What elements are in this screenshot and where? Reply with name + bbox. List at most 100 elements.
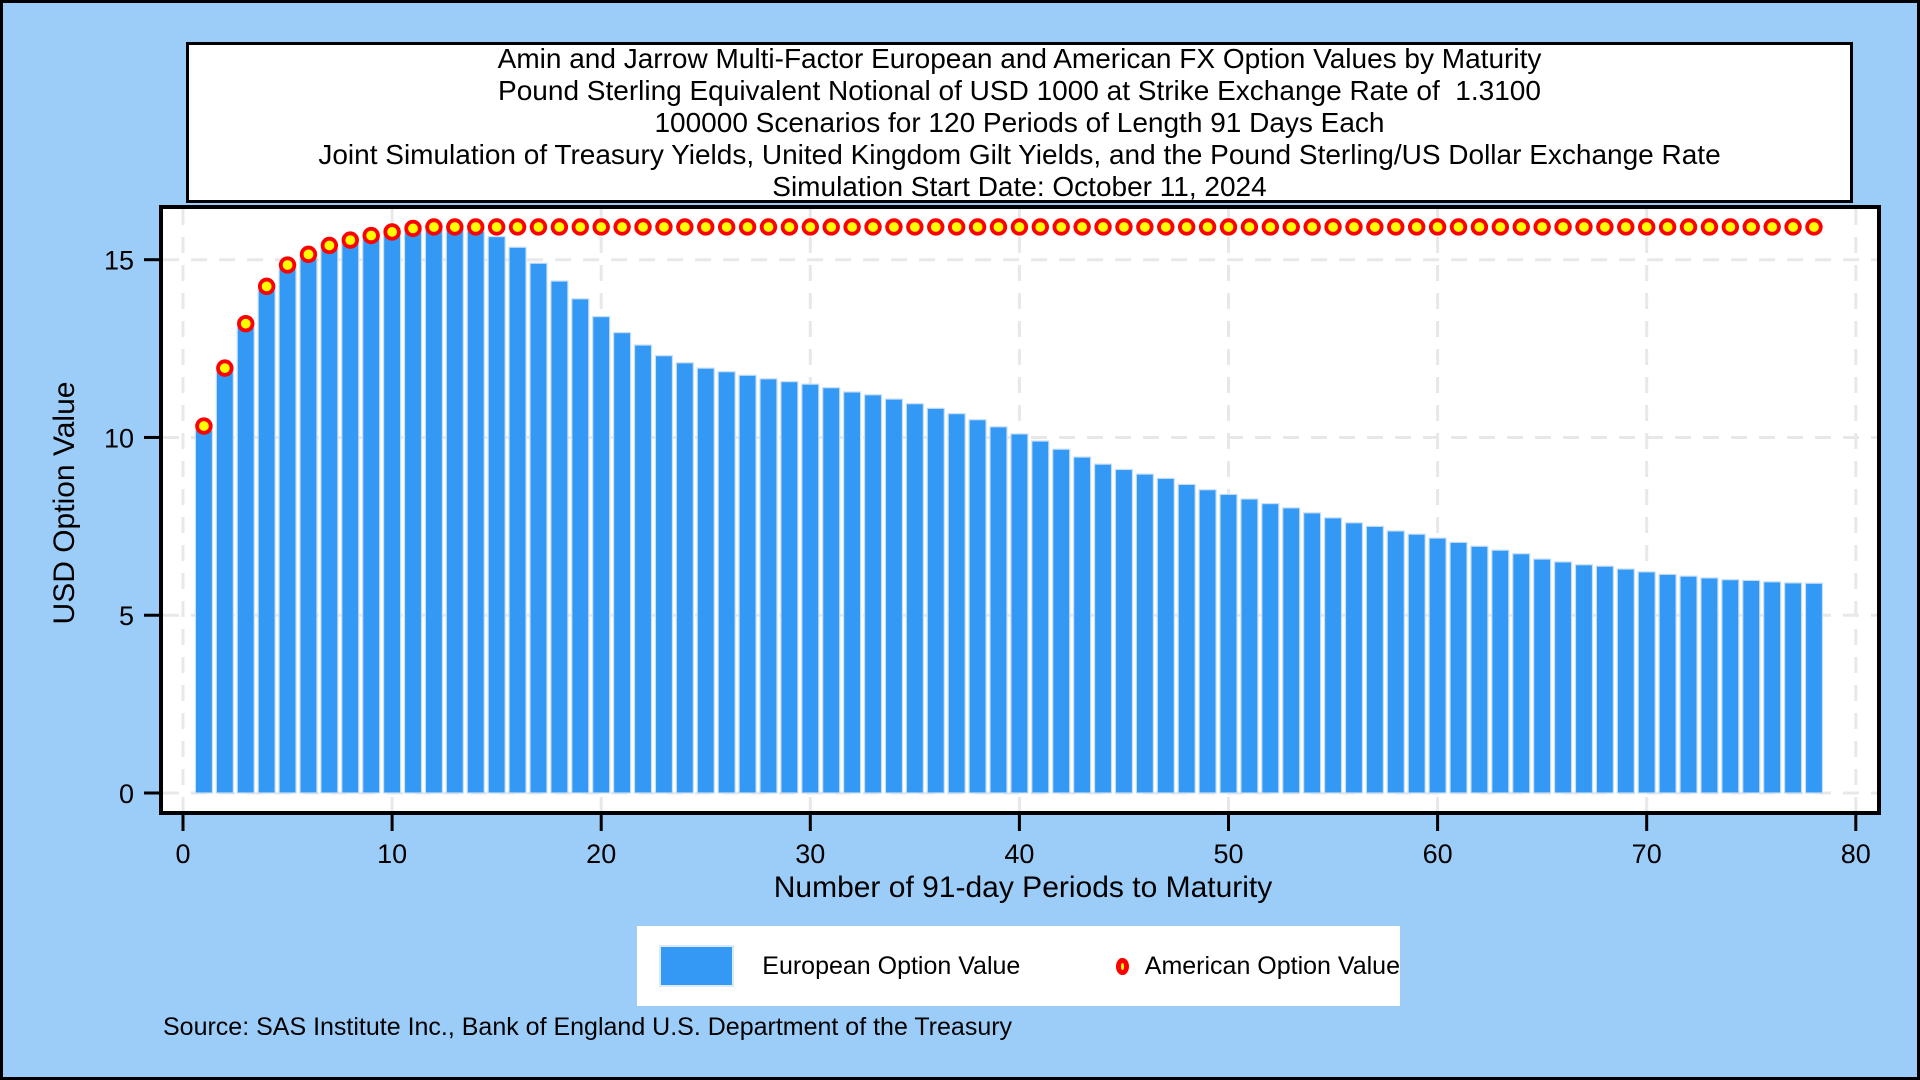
y-axis-label: USD Option Value [48, 381, 81, 625]
marker-45 [1115, 218, 1133, 236]
marker-64 [1512, 218, 1530, 236]
marker-73 [1700, 218, 1719, 236]
x-tick-labels: 0 10 20 30 40 50 60 70 80 [175, 839, 1870, 869]
tick-marks [144, 258, 1858, 831]
marker-63 [1491, 218, 1510, 236]
american-circle-marker-icon [1116, 957, 1129, 975]
bar-19 [571, 298, 590, 794]
bar-31 [822, 387, 841, 794]
marker-41 [1031, 218, 1050, 236]
bar-50 [1219, 493, 1238, 794]
marker-77 [1784, 218, 1802, 236]
marker-62 [1470, 218, 1489, 236]
marker-48 [1177, 218, 1196, 236]
marker-66 [1554, 218, 1572, 236]
marker-27 [738, 218, 757, 236]
marker-29 [780, 218, 799, 236]
marker-13 [446, 218, 464, 236]
bar-42 [1052, 448, 1071, 794]
bar-78 [1804, 582, 1824, 794]
y-tick-label-5: 5 [119, 601, 134, 631]
marker-20 [592, 218, 610, 236]
marker-32 [843, 218, 861, 236]
bar-25 [696, 367, 715, 794]
bar-27 [738, 374, 757, 794]
marker-44 [1094, 218, 1112, 236]
bar-9 [362, 237, 381, 794]
bar-23 [654, 355, 674, 794]
x-tick-label-70: 70 [1632, 839, 1662, 869]
bar-57 [1365, 525, 1384, 794]
bar-10 [383, 234, 402, 794]
bar-70 [1637, 571, 1656, 794]
marker-16 [508, 218, 527, 236]
bar-56 [1344, 522, 1364, 794]
bar-11 [403, 231, 423, 794]
source-note: Source: SAS Institute Inc., Bank of Engl… [163, 1013, 1013, 1041]
marker-43 [1073, 218, 1091, 236]
bar-71 [1658, 573, 1677, 794]
european-bar-swatch-icon [659, 945, 735, 987]
bar-36 [926, 407, 945, 794]
bar-30 [801, 383, 820, 794]
marker-67 [1575, 218, 1593, 236]
marker-61 [1449, 218, 1468, 236]
x-tick-label-10: 10 [377, 839, 407, 869]
bar-46 [1135, 473, 1154, 794]
marker-54 [1303, 218, 1321, 236]
marker-25 [697, 218, 715, 236]
marker-52 [1261, 218, 1280, 236]
legend-label-american: American Option Value [1144, 951, 1400, 980]
bar-26 [717, 371, 736, 794]
marker-56 [1345, 218, 1363, 236]
bar-32 [843, 391, 862, 794]
marker-17 [529, 218, 548, 236]
x-tick-label-60: 60 [1423, 839, 1453, 869]
bar-38 [968, 419, 987, 794]
bar-17 [529, 262, 548, 794]
bar-76 [1763, 581, 1782, 794]
marker-46 [1136, 218, 1154, 236]
marker-37 [947, 218, 966, 236]
bar-39 [989, 426, 1008, 794]
bar-4 [257, 289, 276, 794]
marker-7 [320, 236, 339, 255]
marker-35 [906, 218, 924, 236]
marker-21 [613, 218, 631, 236]
marker-72 [1679, 218, 1698, 236]
bar-62 [1470, 545, 1489, 794]
marker-10 [383, 223, 401, 241]
x-axis-label: Number of 91-day Periods to Maturity [773, 871, 1273, 904]
bar-33 [863, 394, 883, 794]
marker-9 [362, 226, 380, 245]
bar-14 [466, 230, 485, 794]
bar-63 [1491, 549, 1510, 794]
bar-48 [1177, 483, 1196, 794]
marker-11 [404, 219, 422, 238]
marker-3 [237, 314, 255, 333]
marker-6 [299, 245, 318, 264]
bar-61 [1449, 541, 1468, 794]
american-markers-series [195, 218, 1823, 435]
bar-53 [1282, 507, 1301, 794]
bar-77 [1783, 582, 1803, 794]
bar-69 [1616, 568, 1635, 794]
bar-35 [905, 403, 924, 794]
marker-1 [195, 417, 213, 435]
marker-18 [550, 218, 569, 236]
x-tick-label-30: 30 [795, 839, 825, 869]
marker-26 [717, 218, 736, 236]
bar-68 [1595, 565, 1614, 794]
marker-59 [1407, 218, 1426, 236]
bar-54 [1303, 512, 1322, 794]
bar-51 [1240, 498, 1259, 794]
marker-36 [927, 218, 945, 236]
title-line-3: 100000 Scenarios for 120 Periods of Leng… [654, 106, 1385, 138]
bar-73 [1700, 577, 1719, 794]
bar-44 [1093, 463, 1113, 794]
bar-60 [1428, 537, 1447, 794]
bar-59 [1407, 533, 1426, 794]
legend: European Option Value American Option Va… [637, 926, 1400, 1006]
bar-45 [1114, 468, 1134, 794]
